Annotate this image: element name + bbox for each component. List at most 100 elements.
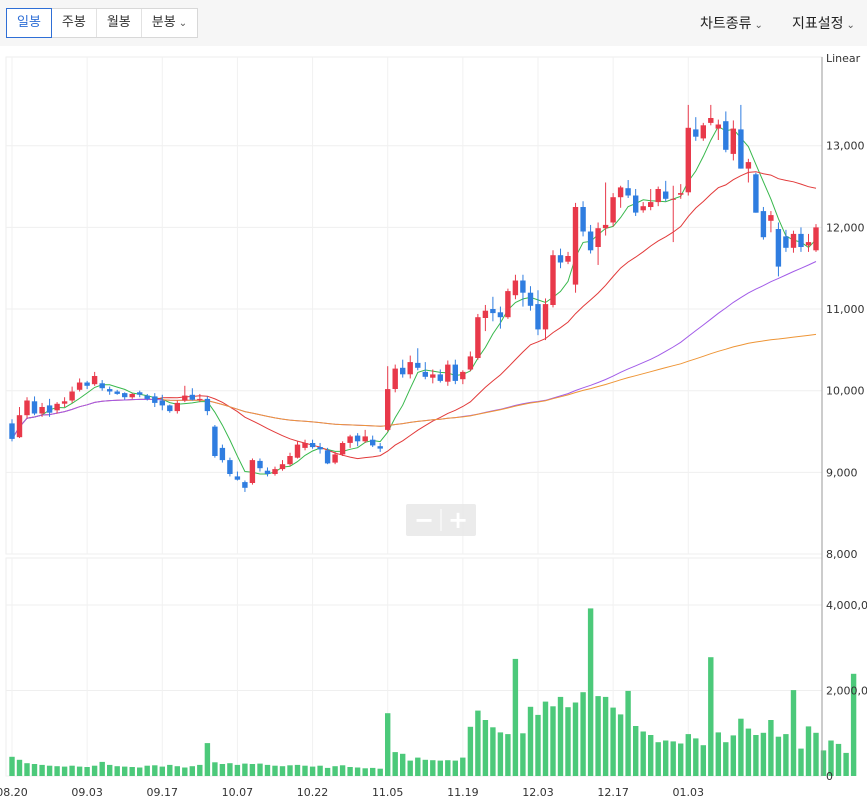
candle-body	[783, 236, 789, 248]
candle-body	[805, 242, 812, 246]
volume-bar	[602, 696, 609, 776]
volume-bar	[385, 713, 391, 776]
candle-body	[415, 362, 421, 368]
candle-body	[663, 191, 669, 199]
volume-bar	[640, 731, 646, 776]
candle-body	[114, 391, 120, 394]
volume-bar	[565, 707, 571, 776]
price-tick-label: 8,000	[826, 548, 858, 561]
volume-bar	[84, 767, 90, 776]
candle-body	[648, 202, 654, 207]
volume-bar	[760, 732, 767, 776]
volume-bar	[550, 706, 556, 776]
volume-bar	[422, 759, 428, 776]
candle-body	[317, 447, 323, 450]
candle-body	[535, 304, 541, 330]
candle-body	[339, 443, 346, 455]
volume-bar	[39, 764, 45, 776]
volume-bar	[294, 764, 301, 776]
candle-body	[813, 227, 819, 251]
volume-bar	[452, 760, 458, 776]
candle-body	[617, 187, 624, 198]
volume-bar	[437, 760, 443, 776]
candle-body	[99, 383, 105, 389]
volume-bar	[242, 763, 248, 776]
zoom-out-button[interactable]: −	[414, 506, 434, 534]
period-button-minute[interactable]: 분봉 ⌄	[142, 9, 197, 37]
candle-body	[347, 436, 353, 443]
volume-bar	[144, 765, 150, 776]
candle-body	[587, 231, 594, 251]
candle-body	[16, 415, 23, 438]
volume-bar	[61, 766, 68, 776]
candle-body	[24, 400, 30, 416]
period-button-daily[interactable]: 일봉	[6, 8, 52, 38]
indicator-settings-menu-label: 지표설정	[792, 16, 844, 32]
volume-bar	[354, 767, 361, 776]
volume-bar	[189, 766, 195, 776]
candle-body	[182, 395, 188, 401]
candle-body	[595, 228, 601, 247]
candle-body	[700, 125, 706, 139]
volume-bar	[655, 742, 661, 776]
volume-bar	[16, 759, 23, 776]
candle-body	[46, 405, 53, 413]
volume-bar	[197, 764, 203, 776]
chart-type-menu[interactable]: 차트종류 ⌄	[700, 13, 763, 33]
volume-bar	[527, 706, 534, 776]
candle-body	[272, 469, 278, 474]
candle-body	[798, 233, 804, 247]
volume-bar	[587, 608, 594, 776]
candle-body	[602, 224, 609, 229]
volume-bar	[505, 734, 511, 776]
period-button-minute-label: 분봉	[151, 15, 176, 30]
volume-bar	[768, 720, 774, 776]
candle-body	[302, 443, 308, 448]
volume-bar	[362, 768, 368, 776]
candle-body	[790, 233, 797, 248]
volume-bar	[482, 720, 489, 776]
volume-bar	[264, 764, 271, 776]
volume-bar	[790, 690, 797, 776]
candle-body	[760, 211, 767, 238]
volume-bar	[69, 765, 75, 776]
volume-bar	[257, 763, 263, 776]
volume-bar	[122, 766, 128, 776]
candle-body	[54, 403, 60, 411]
volume-bar	[46, 765, 53, 776]
volume-bar	[648, 735, 654, 776]
candle-body	[287, 456, 293, 465]
chevron-down-icon: ⌄	[846, 20, 855, 31]
volume-bar	[475, 710, 481, 776]
indicator-settings-menu[interactable]: 지표설정 ⌄	[792, 13, 855, 33]
volume-bar	[685, 734, 691, 776]
volume-bar	[279, 766, 286, 776]
volume-bar	[445, 760, 451, 776]
volume-bar	[332, 766, 338, 776]
zoom-in-button[interactable]: +	[448, 506, 468, 534]
candle-body	[467, 356, 474, 370]
volume-bar	[542, 701, 549, 776]
candle-body	[324, 450, 331, 464]
price-tick-label: 10,000	[826, 385, 865, 398]
period-button-monthly[interactable]: 월봉	[97, 9, 142, 37]
volume-bar	[234, 764, 241, 776]
volume-bar	[302, 765, 308, 776]
candle-body	[159, 400, 165, 406]
candle-body	[497, 312, 504, 318]
candle-body	[107, 389, 113, 392]
candle-body	[670, 198, 676, 200]
stock-chart[interactable]: Linear 8,000 9,000 10,000 11,000 12,000 13,00…	[0, 46, 867, 805]
volume-bar	[820, 750, 827, 776]
volume-bar	[114, 766, 120, 776]
date-tick-label: 11.05	[372, 786, 404, 799]
candle-body	[445, 364, 451, 382]
period-button-weekly[interactable]: 주봉	[52, 9, 97, 37]
candle-body	[482, 310, 489, 318]
volume-bar	[738, 718, 744, 776]
candle-body	[377, 446, 383, 449]
volume-bar	[745, 728, 752, 776]
candle-body	[137, 392, 143, 395]
candle-body	[460, 371, 466, 380]
candle-body	[31, 401, 38, 414]
